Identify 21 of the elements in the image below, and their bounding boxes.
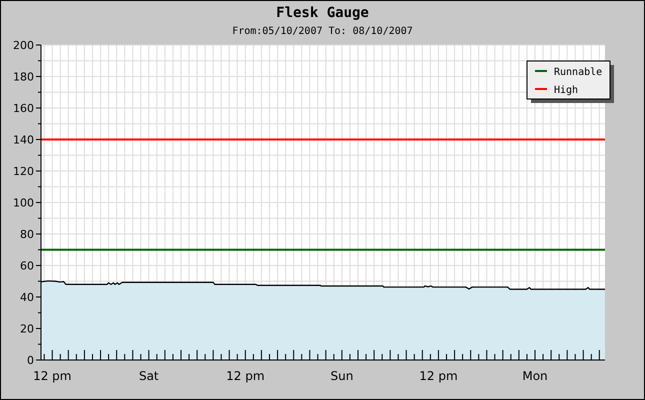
y-tick-label: 160 [13, 102, 34, 115]
chart-title: Flesk Gauge [276, 5, 369, 21]
y-tick-label: 80 [20, 228, 34, 241]
legend-label: High [554, 85, 578, 96]
y-tick-label: 140 [13, 134, 34, 146]
y-tick-label: 200 [13, 39, 34, 52]
y-tick-label: 0 [27, 354, 34, 367]
x-tick-label: 12 pm [419, 369, 458, 383]
chart-subtitle: From:05/10/2007 To: 08/10/2007 [232, 26, 413, 37]
x-tick-label: 12 pm [33, 369, 72, 383]
x-tick-label: Sun [330, 369, 354, 383]
y-tick-label: 60 [20, 260, 34, 272]
y-tick-label: 180 [13, 70, 34, 84]
x-tick-label: Sat [138, 369, 159, 383]
y-tick-label: 100 [13, 196, 34, 210]
x-tick-label: 12 pm [226, 369, 265, 383]
y-tick-label: 40 [20, 291, 34, 304]
y-tick-label: 20 [20, 322, 34, 336]
x-tick-label: Mon [522, 369, 548, 383]
legend-label: Runnable [554, 67, 602, 78]
y-tick-label: 120 [13, 165, 34, 178]
